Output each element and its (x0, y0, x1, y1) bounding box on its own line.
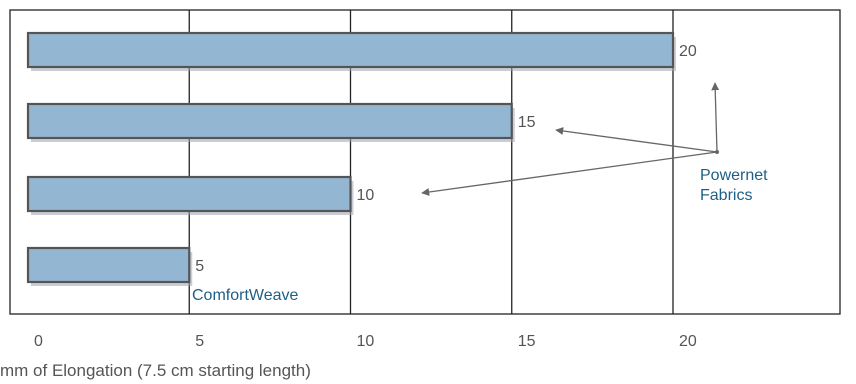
data-label-1: 15 (518, 114, 536, 131)
bar-3 (26, 246, 191, 284)
annotation-powernet-line-1: Fabrics (700, 187, 752, 204)
x-tick-labels: 0 5 10 15 20 (34, 333, 697, 350)
annotation-arrows (421, 82, 720, 196)
data-label-2: 10 (357, 187, 375, 204)
bar-0 (26, 31, 675, 69)
annotation-comfortweave: ComfortWeave (192, 287, 299, 304)
x-tick-label-0: 0 (34, 333, 43, 350)
bars (26, 31, 676, 286)
x-tick-label-15: 15 (518, 333, 536, 350)
x-tick-label-5: 5 (195, 333, 204, 350)
x-tick-label-10: 10 (357, 333, 375, 350)
data-label-3: 5 (195, 258, 204, 275)
annotation-powernet-line-0: Powernet (700, 167, 768, 184)
annotation-arrow-1 (555, 127, 718, 153)
bar-2 (26, 175, 352, 213)
annotation-arrow-0 (711, 82, 720, 153)
plot-frame (9, 9, 841, 315)
annotation-arrow-2 (421, 151, 718, 196)
annotations: Powernet Fabrics ComfortWeave (192, 167, 768, 304)
annotation-arrow-origin (715, 150, 719, 154)
bar-1 (26, 102, 513, 140)
x-axis-label: mm of Elongation (7.5 cm starting length… (0, 361, 311, 380)
data-labels: 20 15 10 5 (195, 43, 697, 275)
data-label-0: 20 (679, 43, 697, 60)
x-tick-label-20: 20 (679, 333, 697, 350)
